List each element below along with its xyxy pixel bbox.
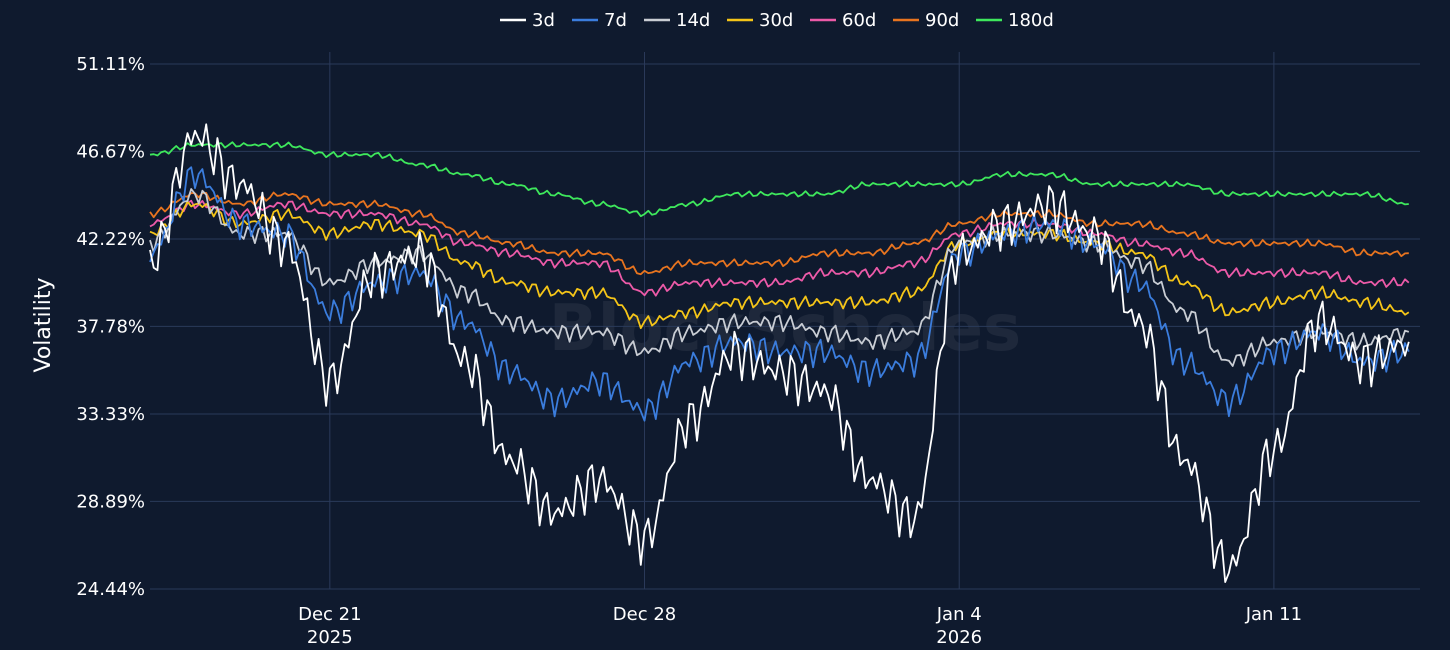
series-line-90d [149, 191, 1409, 276]
y-axis-label: Volatility [31, 277, 56, 372]
legend-label-3d[interactable]: 3d [532, 10, 555, 31]
series-line-180d [149, 141, 1409, 218]
legend-label-180d[interactable]: 180d [1008, 10, 1054, 31]
x-tick-year: 2025 [307, 627, 353, 648]
x-tick-label: Jan 11 [1245, 604, 1302, 625]
series-line-60d [149, 199, 1410, 297]
y-tick-label: 42.22% [76, 229, 145, 250]
legend: 3d 7d 14d 30d 60d 90d 180d [500, 10, 1054, 31]
legend-label-14d[interactable]: 14d [676, 10, 710, 31]
x-tick-label: Dec 21 [298, 604, 361, 625]
legend-label-60d[interactable]: 60d [842, 10, 876, 31]
legend-label-30d[interactable]: 30d [759, 10, 793, 31]
legend-label-90d[interactable]: 90d [925, 10, 959, 31]
legend-label-7d[interactable]: 7d [604, 10, 627, 31]
y-tick-label: 28.89% [76, 491, 145, 512]
y-axis-ticks: 24.44% 28.89% 33.33% 37.78% 42.22% 46.67% 51.1… [76, 54, 145, 600]
y-tick-label: 46.67% [76, 141, 145, 162]
y-tick-label: 51.11% [76, 54, 145, 75]
series-line-14d [149, 188, 1410, 367]
y-tick-label: 24.44% [76, 579, 145, 600]
y-tick-label: 33.33% [76, 404, 145, 425]
y-tick-label: 37.78% [76, 316, 145, 337]
series-lines [149, 123, 1410, 583]
x-tick-label: Jan 4 [936, 604, 982, 625]
series-line-30d [149, 200, 1410, 330]
grid [150, 52, 1420, 590]
x-tick-year: 2026 [936, 627, 982, 648]
series-line-3d [149, 123, 1410, 583]
x-tick-label: Dec 28 [613, 604, 676, 625]
